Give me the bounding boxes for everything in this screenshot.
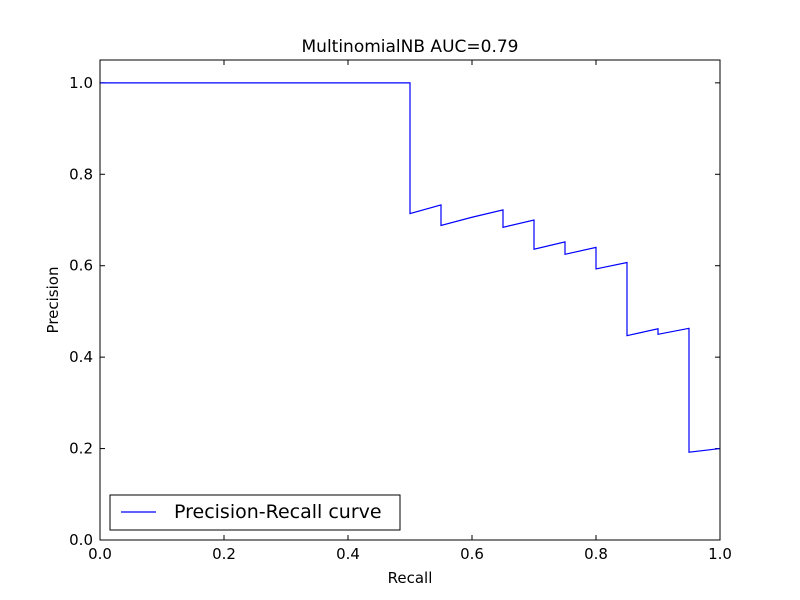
legend-series-label: Precision-Recall curve bbox=[174, 501, 382, 523]
y-tick-label: 0.8 bbox=[69, 165, 93, 183]
x-axis-label: Recall bbox=[388, 569, 433, 587]
y-tick-label: 0.4 bbox=[69, 348, 93, 366]
x-tick-label: 1.0 bbox=[708, 545, 732, 563]
axis-ticks: 0.0 0.2 0.4 0.6 0.8 1.0 0.0 0.2 0.4 0.6 0.8 1.0 bbox=[69, 60, 732, 563]
series-layer bbox=[100, 82, 721, 453]
x-tick-label: 0.4 bbox=[336, 545, 360, 563]
y-tick-label: 0.6 bbox=[69, 257, 93, 275]
x-tick-label: 0.2 bbox=[212, 545, 236, 563]
y-tick-label: 0.2 bbox=[69, 440, 93, 458]
y-tick-label: 1.0 bbox=[69, 74, 93, 92]
precision-recall-curve bbox=[100, 82, 721, 453]
x-tick-label: 0.6 bbox=[460, 545, 484, 563]
plot-frame bbox=[99, 59, 721, 541]
chart-title: MultinomialNB AUC=0.79 bbox=[302, 37, 519, 57]
x-tick-label: 0.8 bbox=[584, 545, 608, 563]
x-tick-label: 0.0 bbox=[88, 545, 112, 563]
y-tick-label: 0.0 bbox=[69, 531, 93, 549]
legend: Precision-Recall curve bbox=[109, 494, 401, 531]
y-axis-label: Precision bbox=[44, 267, 62, 334]
legend-box bbox=[109, 494, 401, 531]
